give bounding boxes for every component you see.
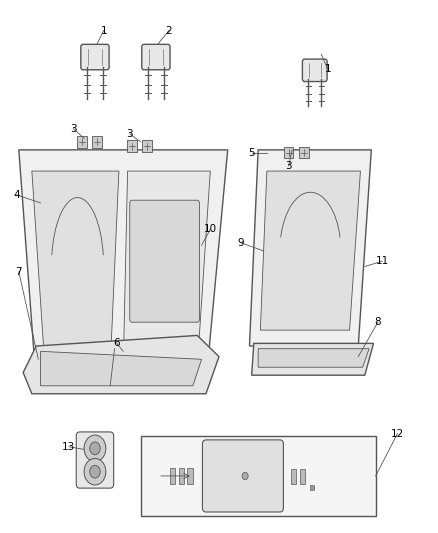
Bar [179, 468, 184, 484]
Polygon shape [123, 171, 210, 367]
Circle shape [84, 435, 106, 462]
FancyBboxPatch shape [76, 432, 114, 488]
Text: 3: 3 [70, 124, 77, 134]
FancyBboxPatch shape [302, 59, 327, 82]
Polygon shape [260, 171, 360, 330]
Text: 13: 13 [62, 442, 75, 452]
Text: 3: 3 [127, 129, 133, 139]
Text: 10: 10 [204, 224, 217, 235]
Text: 9: 9 [237, 238, 244, 248]
Bar [291, 469, 297, 484]
Polygon shape [23, 335, 219, 394]
Polygon shape [258, 349, 369, 367]
Text: 4: 4 [13, 190, 20, 200]
Text: 11: 11 [375, 256, 389, 266]
Text: 2: 2 [166, 26, 172, 36]
FancyBboxPatch shape [202, 440, 283, 512]
Circle shape [84, 458, 106, 485]
Polygon shape [250, 150, 371, 346]
FancyBboxPatch shape [130, 200, 199, 322]
Text: 6: 6 [113, 338, 120, 349]
Bar [300, 469, 305, 484]
Text: 8: 8 [374, 317, 381, 327]
FancyBboxPatch shape [142, 44, 170, 70]
Polygon shape [32, 171, 119, 367]
Text: 7: 7 [15, 267, 22, 277]
Bar [170, 468, 176, 484]
Bar [127, 140, 137, 152]
Bar [284, 147, 293, 158]
Circle shape [242, 472, 248, 480]
Circle shape [90, 442, 100, 455]
Bar [141, 436, 376, 516]
Polygon shape [19, 150, 228, 383]
Text: 5: 5 [248, 148, 255, 158]
Polygon shape [41, 351, 201, 386]
Bar [142, 140, 152, 152]
Text: 12: 12 [391, 429, 404, 439]
FancyBboxPatch shape [81, 44, 109, 70]
Circle shape [90, 465, 100, 478]
Bar [311, 485, 314, 490]
Text: 1: 1 [100, 26, 107, 36]
Polygon shape [252, 343, 374, 375]
Bar [299, 147, 309, 158]
Bar [77, 136, 87, 148]
Text: 1: 1 [325, 64, 331, 74]
Bar [187, 468, 193, 484]
Text: 3: 3 [285, 161, 292, 171]
Bar [92, 136, 102, 148]
